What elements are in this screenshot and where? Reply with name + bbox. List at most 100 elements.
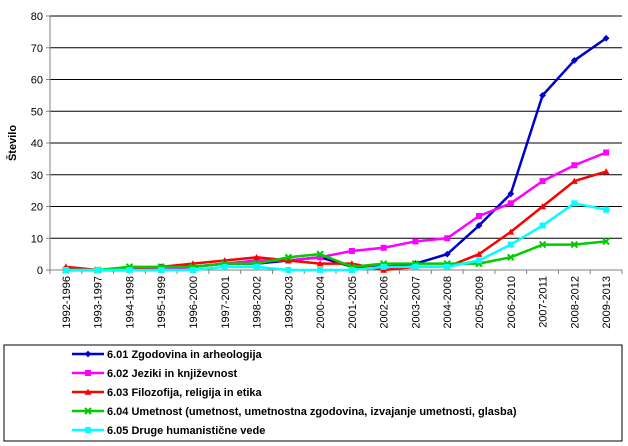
data-point xyxy=(571,200,578,207)
legend-label: 6.01 Zgodovina in arheologija xyxy=(107,349,263,361)
x-tick-label: 1999-2003 xyxy=(283,276,295,329)
x-tick-label: 1995-1999 xyxy=(156,276,168,329)
legend-marker xyxy=(85,370,91,376)
data-point xyxy=(317,267,324,273)
data-point xyxy=(253,263,260,270)
data-point xyxy=(380,244,387,251)
legend-box xyxy=(3,344,623,442)
data-point xyxy=(570,240,579,249)
y-tick-label: 70 xyxy=(31,43,43,55)
x-tick-label: 2009-2013 xyxy=(601,276,613,329)
legend-label: 6.03 Filozofija, religija in etika xyxy=(107,387,263,399)
x-tick-label: 1993-1997 xyxy=(93,276,105,329)
legend-marker xyxy=(84,350,92,358)
legend-marker xyxy=(84,388,92,395)
x-tick-label: 2002-2006 xyxy=(379,276,391,329)
data-point xyxy=(538,240,547,249)
data-point xyxy=(602,237,610,246)
data-point xyxy=(571,162,578,169)
data-point xyxy=(539,203,546,210)
series-1 xyxy=(62,34,610,274)
y-tick-label: 0 xyxy=(37,265,43,277)
data-point xyxy=(539,222,546,229)
y-tick-label: 50 xyxy=(31,106,43,118)
data-point xyxy=(380,263,387,270)
data-point xyxy=(602,34,610,42)
data-point xyxy=(284,257,292,264)
x-tick-labels: 1992-1996 1993-1997 1994-1998 1995-1999 1996… xyxy=(49,270,623,329)
gridlines xyxy=(46,15,622,271)
x-tick-label: 1996-2000 xyxy=(188,276,200,329)
data-point xyxy=(539,178,546,185)
legend-item-3: 6.03 Filozofija, religija in etika xyxy=(72,387,263,399)
legend-item-5: 6.05 Druge humanistične vede xyxy=(72,425,265,437)
legend-item-1: 6.01 Zgodovina in arheologija xyxy=(72,349,263,361)
y-tick-label: 40 xyxy=(31,138,43,150)
data-point xyxy=(253,253,260,261)
x-tick-label: 2006-2010 xyxy=(506,276,518,329)
y-axis-title: Število xyxy=(6,125,19,161)
legend-marker xyxy=(85,427,91,433)
y-tick-label: 30 xyxy=(31,170,43,182)
data-point xyxy=(475,222,483,229)
data-point xyxy=(507,253,515,262)
legend-label: 6.04 Umetnost (umetnost, umetnostna zgod… xyxy=(107,406,517,418)
x-tick-label: 2003-2007 xyxy=(410,276,422,329)
legend-marker xyxy=(84,407,92,415)
y-tick-label: 20 xyxy=(31,202,43,214)
x-tick-label: 2001-2005 xyxy=(347,276,359,329)
data-point xyxy=(317,254,324,261)
legend-item-2: 6.02 Jeziki in književnost xyxy=(72,368,238,380)
x-tick-label: 1997-2001 xyxy=(220,276,232,329)
series-2 xyxy=(62,149,610,273)
data-point xyxy=(412,263,419,270)
x-tick-label: 2000-2004 xyxy=(315,276,327,329)
data-point xyxy=(126,267,133,273)
legend-label: 6.05 Druge humanistične vede xyxy=(107,425,265,437)
x-tick-label: 2005-2009 xyxy=(474,276,486,329)
y-tick-labels: 0 10 20 30 40 50 60 70 80 xyxy=(31,11,43,277)
series-5 xyxy=(62,200,610,273)
data-point xyxy=(539,91,546,99)
series-3 xyxy=(62,168,610,273)
x-tick-label: 1994-1998 xyxy=(124,276,136,329)
y-tick-label: 10 xyxy=(31,233,43,245)
legend-label: 6.02 Jeziki in književnost xyxy=(107,368,238,380)
data-point xyxy=(94,267,101,273)
x-tick-label: 1998-2002 xyxy=(252,276,264,329)
x-tick-label: 2004-2008 xyxy=(442,276,454,329)
data-point xyxy=(348,247,355,254)
data-point xyxy=(284,253,293,262)
data-point xyxy=(444,235,451,242)
y-tick-label: 80 xyxy=(31,11,43,23)
x-tick-label: 2007-2011 xyxy=(538,276,550,328)
y-tick-label: 60 xyxy=(31,75,43,87)
data-point xyxy=(443,250,451,258)
data-point xyxy=(316,250,324,258)
x-tick-label: 1992-1996 xyxy=(61,276,73,329)
data-point xyxy=(507,228,515,235)
data-point xyxy=(190,267,196,273)
data-point xyxy=(603,206,610,213)
data-point xyxy=(62,267,69,273)
data-point xyxy=(444,263,451,270)
data-point xyxy=(348,267,355,273)
series-line xyxy=(65,202,607,272)
data-point xyxy=(507,190,515,198)
data-point xyxy=(285,267,292,273)
data-point xyxy=(603,149,610,156)
data-point xyxy=(475,250,483,257)
series-line xyxy=(65,240,607,272)
legend: 6.01 Zgodovina in arheologija 6.02 Jeziki… xyxy=(3,344,623,442)
data-point xyxy=(507,200,514,207)
data-point xyxy=(221,263,228,270)
data-point xyxy=(602,168,610,175)
data-point xyxy=(476,213,482,220)
data-point xyxy=(507,241,514,248)
data-point xyxy=(570,177,578,184)
data-point xyxy=(412,238,419,245)
data-point xyxy=(253,257,260,264)
data-point xyxy=(316,260,324,267)
legend-item-4: 6.04 Umetnost (umetnost, umetnostna zgod… xyxy=(72,406,517,418)
data-point xyxy=(158,267,165,273)
